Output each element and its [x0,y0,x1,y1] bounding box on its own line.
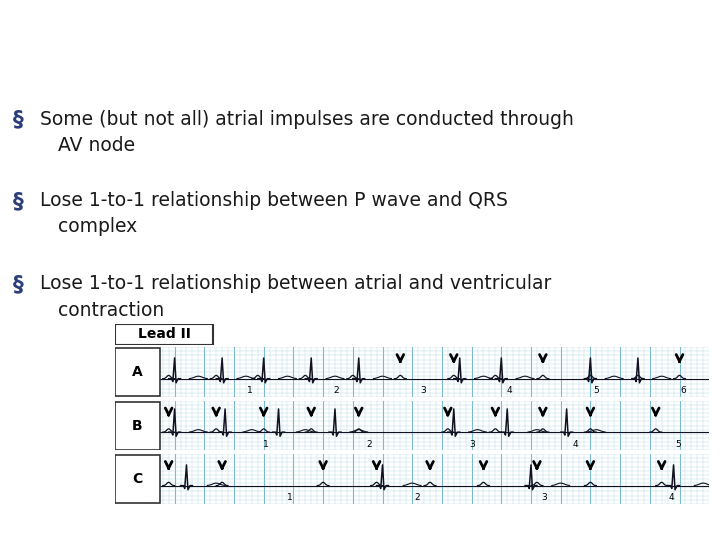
Text: Lose 1-to-1 relationship between P wave and QRS
   complex: Lose 1-to-1 relationship between P wave … [40,191,508,237]
Text: 4: 4 [507,386,513,395]
Text: 3: 3 [469,440,475,449]
Text: 3: 3 [420,386,426,395]
Text: Lose 1-to-1 relationship between atrial and ventricular
   contraction: Lose 1-to-1 relationship between atrial … [40,274,551,320]
Text: Second Degree Heart Block: Second Degree Heart Block [135,23,585,50]
Text: 1: 1 [287,493,293,502]
Text: C: C [132,472,143,486]
Text: 5: 5 [593,386,599,395]
Text: B: B [132,418,143,433]
Text: 3: 3 [541,493,547,502]
Text: 2: 2 [366,440,372,449]
Text: 4: 4 [572,440,578,449]
Text: 1: 1 [246,386,252,395]
Text: 2: 2 [333,386,339,395]
Text: §: § [13,191,23,211]
Text: §: § [13,274,23,294]
Text: 1: 1 [263,440,269,449]
FancyBboxPatch shape [115,348,160,396]
Text: 6: 6 [680,386,686,395]
Text: 4: 4 [668,493,674,502]
Text: Some (but not all) atrial impulses are conducted through
   AV node: Some (but not all) atrial impulses are c… [40,110,573,156]
FancyBboxPatch shape [115,455,160,503]
Text: 5: 5 [675,440,681,449]
Text: 2: 2 [414,493,420,502]
Text: §: § [13,110,23,130]
FancyBboxPatch shape [115,402,160,449]
Text: Lead II: Lead II [138,327,191,341]
Text: A: A [132,365,143,379]
FancyBboxPatch shape [115,324,213,345]
